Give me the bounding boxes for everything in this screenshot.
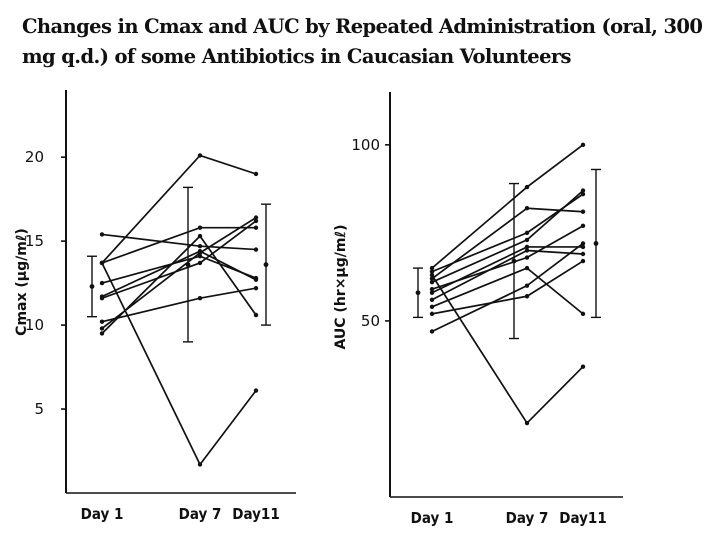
subject-point (524, 294, 530, 299)
subject-point (429, 304, 435, 310)
subject-point (99, 319, 105, 324)
subject-point (580, 244, 586, 250)
mean-point (511, 258, 517, 264)
subject-point (429, 290, 435, 295)
subject-point (524, 283, 530, 288)
x-tick-label: Day 1 (411, 509, 454, 527)
y-tick-label: 50 (361, 312, 380, 330)
subject-point (253, 388, 259, 393)
subject-line-6 (431, 246, 583, 294)
subject-point (429, 297, 435, 302)
x-tick-label: Day 7 (506, 509, 549, 527)
subject-point (580, 188, 586, 193)
subject-point (253, 312, 259, 318)
subject-line-3 (431, 207, 584, 280)
mean-point (415, 290, 421, 296)
subject-point (580, 364, 586, 369)
subject-point (99, 296, 105, 301)
subject-point (524, 265, 530, 271)
subject-point (429, 279, 435, 285)
subject-point (253, 277, 259, 282)
y-tick-label: 15 (25, 232, 44, 250)
subject-point (197, 254, 203, 259)
mean-point (89, 284, 95, 289)
subject-point (429, 269, 435, 274)
x-tick-label: Day11 (232, 505, 279, 523)
y-axis-label: AUC (hr×μg/mℓ) (333, 225, 349, 350)
subject-point (524, 206, 530, 211)
subject-point (580, 191, 586, 197)
subject-point (99, 232, 105, 237)
subject-point (253, 247, 259, 252)
subject-line-9 (101, 234, 257, 335)
subject-point (524, 255, 530, 260)
subject-point (429, 329, 435, 334)
subject-point (197, 296, 203, 301)
subject-point (580, 251, 586, 257)
subject-point (197, 233, 203, 239)
y-tick-label: 100 (351, 136, 380, 154)
subject-point (524, 237, 530, 243)
subject-point (197, 462, 203, 467)
subject-point (429, 265, 435, 271)
subject-point (580, 142, 586, 148)
y-tick-label: 20 (25, 148, 44, 166)
mean-point (263, 262, 269, 268)
subject-point (429, 287, 435, 292)
subject-point (197, 260, 203, 266)
subject-point (197, 250, 203, 256)
mean-point (185, 262, 191, 268)
subject-point (197, 243, 203, 249)
subject-point (580, 209, 586, 214)
subject-point (429, 311, 435, 317)
y-axis-label: Cmax (μg/mℓ) (14, 228, 30, 336)
subject-point (197, 153, 203, 158)
subject-line-3 (101, 154, 257, 264)
subject-point (580, 223, 586, 229)
subject-line-7 (101, 287, 257, 323)
subject-point (99, 331, 105, 336)
subject-point (524, 184, 530, 190)
subject-line-5 (431, 225, 584, 291)
subject-point (580, 241, 586, 246)
subject-point (253, 285, 259, 291)
subject-point (99, 326, 105, 331)
chart-panel-1: 5 10 15 20 Day 1 Day 7 Day11 Cmax (μg/mℓ) (14, 90, 296, 523)
subject-point (253, 215, 259, 220)
subject-point (524, 420, 530, 426)
subject-point (197, 225, 203, 230)
subject-point (524, 230, 530, 236)
subject-point (99, 280, 105, 286)
subject-point (253, 171, 259, 177)
chart-title: Changes in Cmax and AUC by Repeated Admi… (22, 15, 703, 68)
subject-point (429, 272, 435, 278)
subject-point (580, 258, 586, 264)
x-tick-label: Day 1 (81, 505, 124, 523)
subject-point (253, 225, 259, 230)
y-tick-label: 10 (25, 316, 44, 334)
mean-point (593, 241, 599, 246)
subject-point (580, 311, 586, 317)
subject-line-10 (101, 262, 257, 467)
x-tick-label: Day 7 (179, 505, 222, 523)
x-tick-label: Day11 (559, 509, 606, 527)
subject-point (99, 260, 105, 266)
subject-point (253, 218, 259, 224)
subject-point (524, 244, 530, 250)
y-tick-label: 5 (34, 400, 44, 418)
subject-point (524, 248, 530, 253)
subject-line-1 (431, 144, 584, 269)
chart-panel-2: 50 100 Day 1 Day 7 Day11 AUC (hr×μg/mℓ) (333, 92, 623, 527)
